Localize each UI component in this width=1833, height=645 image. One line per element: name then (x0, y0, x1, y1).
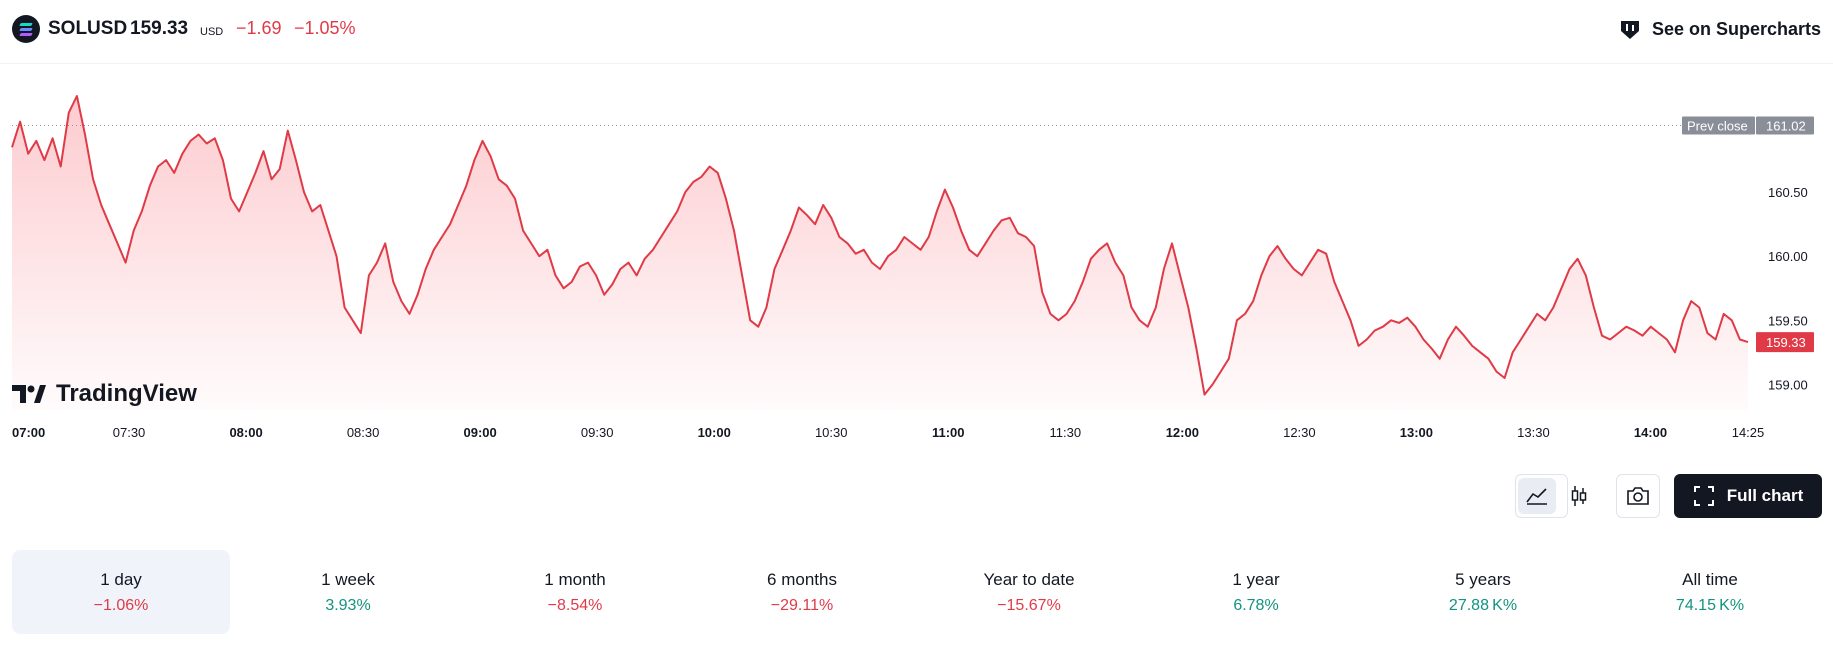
price-chart[interactable]: 160.50 160.00 159.50 159.00 07:00 07:30 08:00… (0, 64, 1833, 454)
full-chart-button[interactable]: Full chart (1674, 474, 1822, 518)
chart-type-group (1515, 474, 1568, 518)
x-tick-label: 12:30 (1283, 425, 1316, 440)
last-price-value: 159.33 (1766, 335, 1806, 350)
symbol-header: SOLUSD 159.33 USD −1.69 −1.05% See on Su… (0, 0, 1833, 64)
period-1-year[interactable]: 1 year 6.78% (1147, 550, 1365, 634)
period-label: 1 month (544, 570, 606, 589)
watermark-text: TradingView (56, 380, 197, 407)
period-change: −8.54% (547, 597, 603, 614)
x-tick-label: 14:00 (1634, 425, 1667, 440)
prev-close-value: 161.02 (1766, 119, 1806, 134)
period-label: 1 week (321, 570, 375, 589)
last-price: 159.33 (130, 18, 189, 39)
x-tick-label: 10:00 (698, 425, 731, 440)
period-5-years[interactable]: 5 years 27.88 K% (1374, 550, 1592, 634)
supercharts-icon (1620, 21, 1639, 39)
period-change: 3.93% (325, 597, 371, 614)
x-tick-label: 08:30 (347, 425, 380, 440)
area-chart-button[interactable] (1518, 478, 1556, 514)
full-chart-label: Full chart (1726, 486, 1804, 505)
period-1-day[interactable]: 1 day −1.06% (12, 550, 230, 634)
x-tick-label: 07:00 (12, 425, 45, 440)
x-tick-label: 13:30 (1517, 425, 1550, 440)
period-label: Year to date (983, 570, 1075, 589)
period-label: 6 months (767, 570, 837, 589)
period-label: 1 year (1232, 570, 1280, 589)
period-label: 5 years (1455, 570, 1511, 589)
x-tick-label: 11:00 (932, 425, 965, 440)
y-tick-label: 160.00 (1768, 249, 1808, 264)
period-all-time[interactable]: All time 74.15 K% (1601, 550, 1819, 634)
price-line (11, 95, 1749, 396)
period-1-month[interactable]: 1 month −8.54% (466, 550, 684, 634)
period-label: 1 day (100, 570, 142, 589)
x-tick-label: 10:30 (815, 425, 848, 440)
x-tick-label: 09:00 (464, 425, 497, 440)
supercharts-label: See on Supercharts (1651, 18, 1821, 39)
screenshot-button[interactable] (1616, 474, 1660, 518)
y-tick-label: 159.50 (1768, 313, 1808, 328)
y-tick-label: 160.50 (1768, 185, 1808, 200)
x-tick-label: 07:30 (113, 425, 146, 440)
last-price-tag: 159.33 (1756, 332, 1814, 353)
period-change: −29.11% (770, 597, 834, 614)
currency-label: USD (200, 26, 224, 38)
solana-logo-icon (12, 15, 40, 43)
fullscreen-icon (1693, 486, 1714, 506)
prev-close-tag: Prev close 161.02 (1682, 116, 1814, 135)
prev-close-label: Prev close (1687, 119, 1748, 134)
tradingview-watermark: TradingView (12, 380, 197, 407)
y-tick-label: 159.00 (1768, 377, 1808, 392)
x-tick-label: 12:00 (1166, 425, 1199, 440)
x-tick-label: 13:00 (1400, 425, 1433, 440)
candlestick-icon (1571, 486, 1587, 506)
x-tick-label: 09:30 (581, 425, 614, 440)
period-change: 27.88 K% (1448, 597, 1518, 614)
y-axis: 160.50 160.00 159.50 159.00 (1768, 185, 1808, 392)
period-year-to-date[interactable]: Year to date −15.67% (920, 550, 1138, 634)
price-change: −1.69 (236, 18, 282, 38)
camera-icon (1627, 487, 1649, 505)
symbol-name[interactable]: SOLUSD (48, 18, 128, 39)
period-1-week[interactable]: 1 week 3.93% (239, 550, 457, 634)
x-tick-label: 08:00 (229, 425, 262, 440)
period-label: All time (1682, 570, 1738, 589)
area-chart-icon (1526, 488, 1547, 505)
period-change: −1.06% (93, 597, 149, 614)
x-axis: 07:00 07:30 08:00 08:30 09:00 09:30 10:00 10:30… (12, 425, 1764, 440)
period-selector: 1 day −1.06% 1 week 3.93% 1 month −8.54% 6 … (12, 550, 1822, 634)
price-change-percent: −1.05% (294, 18, 356, 38)
x-tick-label: 11:30 (1050, 425, 1082, 440)
period-change: 74.15 K% (1675, 597, 1745, 614)
period-6-months[interactable]: 6 months −29.11% (693, 550, 911, 634)
see-on-supercharts-link[interactable]: See on Supercharts (1618, 14, 1821, 44)
period-change: 6.78% (1233, 597, 1279, 614)
period-change: −15.67% (997, 597, 1061, 614)
price-area-fill (12, 96, 1748, 410)
x-tick-label: 14:25 (1732, 425, 1765, 440)
candlestick-chart-button[interactable] (1560, 478, 1598, 514)
